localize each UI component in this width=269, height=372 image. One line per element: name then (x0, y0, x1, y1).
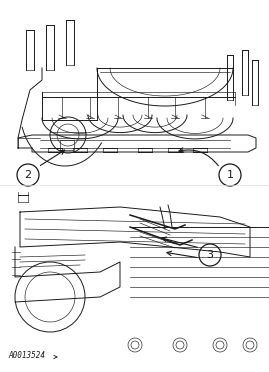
Bar (60, 140, 74, 150)
Text: 1: 1 (226, 170, 233, 180)
Text: 3: 3 (207, 250, 214, 260)
Text: 2: 2 (24, 170, 31, 180)
Text: A0013524: A0013524 (8, 351, 45, 360)
